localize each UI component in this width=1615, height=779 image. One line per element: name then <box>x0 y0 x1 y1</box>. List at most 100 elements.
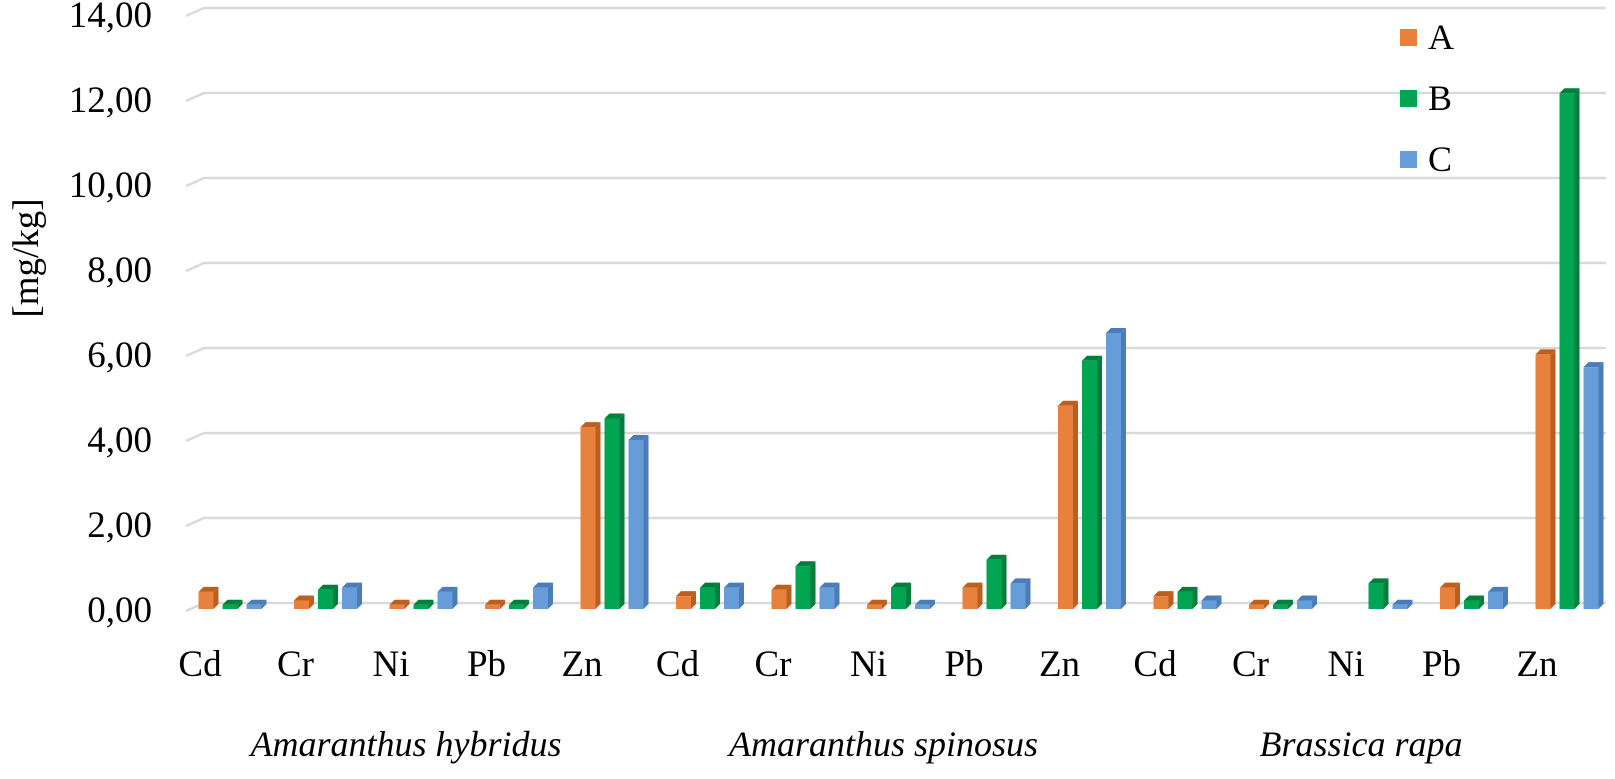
bar-Amaranthus-hybridus-Ni-C-top <box>437 586 458 592</box>
bar-Brassica-rapa-Cd-B-side <box>1192 586 1198 609</box>
bar-Amaranthus-hybridus-Zn-A-side <box>595 422 601 609</box>
y-tick-4,00: 4,00 <box>87 420 152 461</box>
bar-Brassica-rapa-Cd-B-top <box>1177 586 1198 592</box>
bar-Brassica-rapa-Cd-C-side <box>1216 595 1222 609</box>
bar-Amaranthus-hybridus-Cr-C <box>342 587 357 609</box>
y-tick-6,00: 6,00 <box>87 335 152 376</box>
bar-Brassica-rapa-Cr-B-top <box>1273 599 1293 605</box>
bar-Amaranthus-spinosus-Cr-C-top <box>819 582 840 588</box>
y-tick-14,00: 14,00 <box>69 0 152 36</box>
bar-Brassica-rapa-Zn-C-side <box>1598 362 1604 609</box>
bar-Brassica-rapa-Zn-A-top <box>1535 349 1556 355</box>
x-label-Amaranthus-spinosus-Cd: Cd <box>656 644 700 685</box>
bar-Brassica-rapa-Cd-A <box>1153 596 1169 609</box>
y-axis-title: [mg/kg] <box>6 198 47 318</box>
bar-Amaranthus-spinosus-Cd-C-side <box>739 582 744 609</box>
bar-Amaranthus-spinosus-Cr-C <box>819 587 835 609</box>
bar-Brassica-rapa-Pb-C-side <box>1503 586 1508 609</box>
bar-Amaranthus-hybridus-Cd-C-top <box>246 599 267 605</box>
bar-Brassica-rapa-Cd-A-top <box>1153 591 1174 597</box>
bar-Brassica-rapa-Cr-C-top <box>1297 595 1317 601</box>
bar-Brassica-rapa-Zn-B-side <box>1574 88 1580 609</box>
x-label-Amaranthus-spinosus-Pb: Pb <box>944 644 983 685</box>
bar-Brassica-rapa-Pb-B <box>1464 600 1479 609</box>
x-label-Amaranthus-spinosus-Zn: Zn <box>1039 644 1080 685</box>
x-label-Amaranthus-hybridus-Zn: Zn <box>561 644 602 685</box>
bar-Amaranthus-hybridus-Ni-B-side <box>428 599 434 609</box>
bar-Amaranthus-hybridus-Zn-C-side <box>643 434 649 609</box>
bar-Amaranthus-hybridus-Ni-C-side <box>452 586 458 609</box>
bar-Amaranthus-spinosus-Cd-C-top <box>724 582 744 588</box>
bar-Amaranthus-hybridus-Zn-B-top <box>604 413 625 419</box>
bar-Amaranthus-spinosus-Ni-A-top <box>867 599 887 605</box>
species-label-Amaranthus-hybridus: Amaranthus hybridus <box>248 724 561 764</box>
bar-Amaranthus-spinosus-Pb-A-side <box>977 582 983 609</box>
bar-Amaranthus-hybridus-Pb-A-top <box>485 599 505 605</box>
x-label-Amaranthus-hybridus-Cr: Cr <box>277 644 314 685</box>
gridline-8 <box>185 261 1606 273</box>
x-label-Brassica-rapa-Zn: Zn <box>1516 644 1557 685</box>
bar-Brassica-rapa-Pb-C <box>1488 591 1503 609</box>
y-tick-2,00: 2,00 <box>87 505 152 546</box>
x-label-Brassica-rapa-Pb: Pb <box>1422 644 1461 685</box>
bar-Amaranthus-spinosus-Zn-B <box>1082 360 1097 609</box>
bar-Brassica-rapa-Ni-B-top <box>1368 578 1389 584</box>
gridline-6 <box>185 346 1606 358</box>
bar-Amaranthus-spinosus-Cd-B <box>700 587 715 609</box>
bar-Amaranthus-spinosus-Zn-A-side <box>1073 400 1078 609</box>
bar-Amaranthus-hybridus-Cr-B-top <box>318 584 338 590</box>
bar-Amaranthus-hybridus-Cr-A-side <box>309 595 314 609</box>
bar-Amaranthus-spinosus-Ni-C-top <box>915 599 935 605</box>
bar-Amaranthus-hybridus-Cd-A <box>198 591 214 609</box>
bar-Brassica-rapa-Zn-C-top <box>1583 362 1604 368</box>
bar-Amaranthus-hybridus-Cr-C-top <box>342 582 362 588</box>
species-label-Amaranthus-spinosus: Amaranthus spinosus <box>727 724 1038 764</box>
bar-Brassica-rapa-Cr-A-side <box>1264 599 1269 609</box>
bar-Amaranthus-hybridus-Ni-B-top <box>413 599 434 605</box>
bar-Brassica-rapa-Ni-C-side <box>1407 599 1413 609</box>
gridline-14 <box>185 6 1606 18</box>
x-label-Brassica-rapa-Cr: Cr <box>1232 644 1269 685</box>
bar-Amaranthus-hybridus-Zn-B-side <box>619 413 625 609</box>
bar-Brassica-rapa-Ni-C-top <box>1392 599 1413 605</box>
legend-label-B: B <box>1428 78 1453 118</box>
legend-entry-B: B <box>1400 78 1454 118</box>
legend-swatch-B <box>1400 89 1417 107</box>
bar-Amaranthus-hybridus-Ni-A-top <box>389 599 410 605</box>
bar-Brassica-rapa-Cr-B-side <box>1288 599 1293 609</box>
bar-Amaranthus-spinosus-Zn-C-side <box>1121 327 1126 609</box>
x-label-Amaranthus-spinosus-Ni: Ni <box>850 644 887 685</box>
bar-Amaranthus-spinosus-Ni-A-side <box>882 599 887 609</box>
legend-entry-C: C <box>1400 139 1454 179</box>
y-tick-12,00: 12,00 <box>69 80 152 121</box>
bar-Amaranthus-hybridus-Cr-B <box>318 589 333 609</box>
bar-Amaranthus-spinosus-Cr-B <box>795 566 811 609</box>
bar-Amaranthus-spinosus-Pb-A <box>962 587 978 609</box>
bar-Amaranthus-hybridus-Cr-A-top <box>294 595 314 601</box>
bar-Amaranthus-hybridus-Zn-A-top <box>580 422 601 428</box>
bar-Amaranthus-hybridus-Cr-A <box>294 600 309 609</box>
bar-Amaranthus-hybridus-Ni-A-side <box>404 599 410 609</box>
bar-Amaranthus-hybridus-Cd-B-top <box>222 599 243 605</box>
bar-Brassica-rapa-Zn-B <box>1559 93 1575 609</box>
bar-Amaranthus-spinosus-Cr-A-top <box>771 584 792 590</box>
bar-Amaranthus-hybridus-Cd-C-side <box>261 599 267 609</box>
bar-Brassica-rapa-Cr-C <box>1297 600 1312 609</box>
bar-Amaranthus-spinosus-Ni-C <box>915 604 930 609</box>
bar-Brassica-rapa-Zn-A <box>1535 354 1551 609</box>
bar-Brassica-rapa-Pb-A <box>1440 587 1455 609</box>
bar-Amaranthus-hybridus-Pb-B-side <box>524 599 529 609</box>
species-label-Brassica-rapa: Brassica rapa <box>1259 724 1462 764</box>
bar-Amaranthus-hybridus-Pb-C-top <box>533 582 553 588</box>
bar-Amaranthus-hybridus-Pb-C-side <box>548 582 553 609</box>
bar-Amaranthus-hybridus-Cd-A-top <box>198 586 219 592</box>
x-label-Amaranthus-hybridus-Cd: Cd <box>178 644 222 685</box>
bar-Amaranthus-spinosus-Cd-B-side <box>715 582 720 609</box>
bar-Amaranthus-spinosus-Zn-B-side <box>1097 355 1102 609</box>
legend-swatch-C <box>1400 150 1417 168</box>
bar-Amaranthus-spinosus-Ni-B-top <box>891 582 911 588</box>
x-label-Amaranthus-hybridus-Ni: Ni <box>373 644 410 685</box>
bar-Amaranthus-spinosus-Cd-A-top <box>676 591 696 597</box>
